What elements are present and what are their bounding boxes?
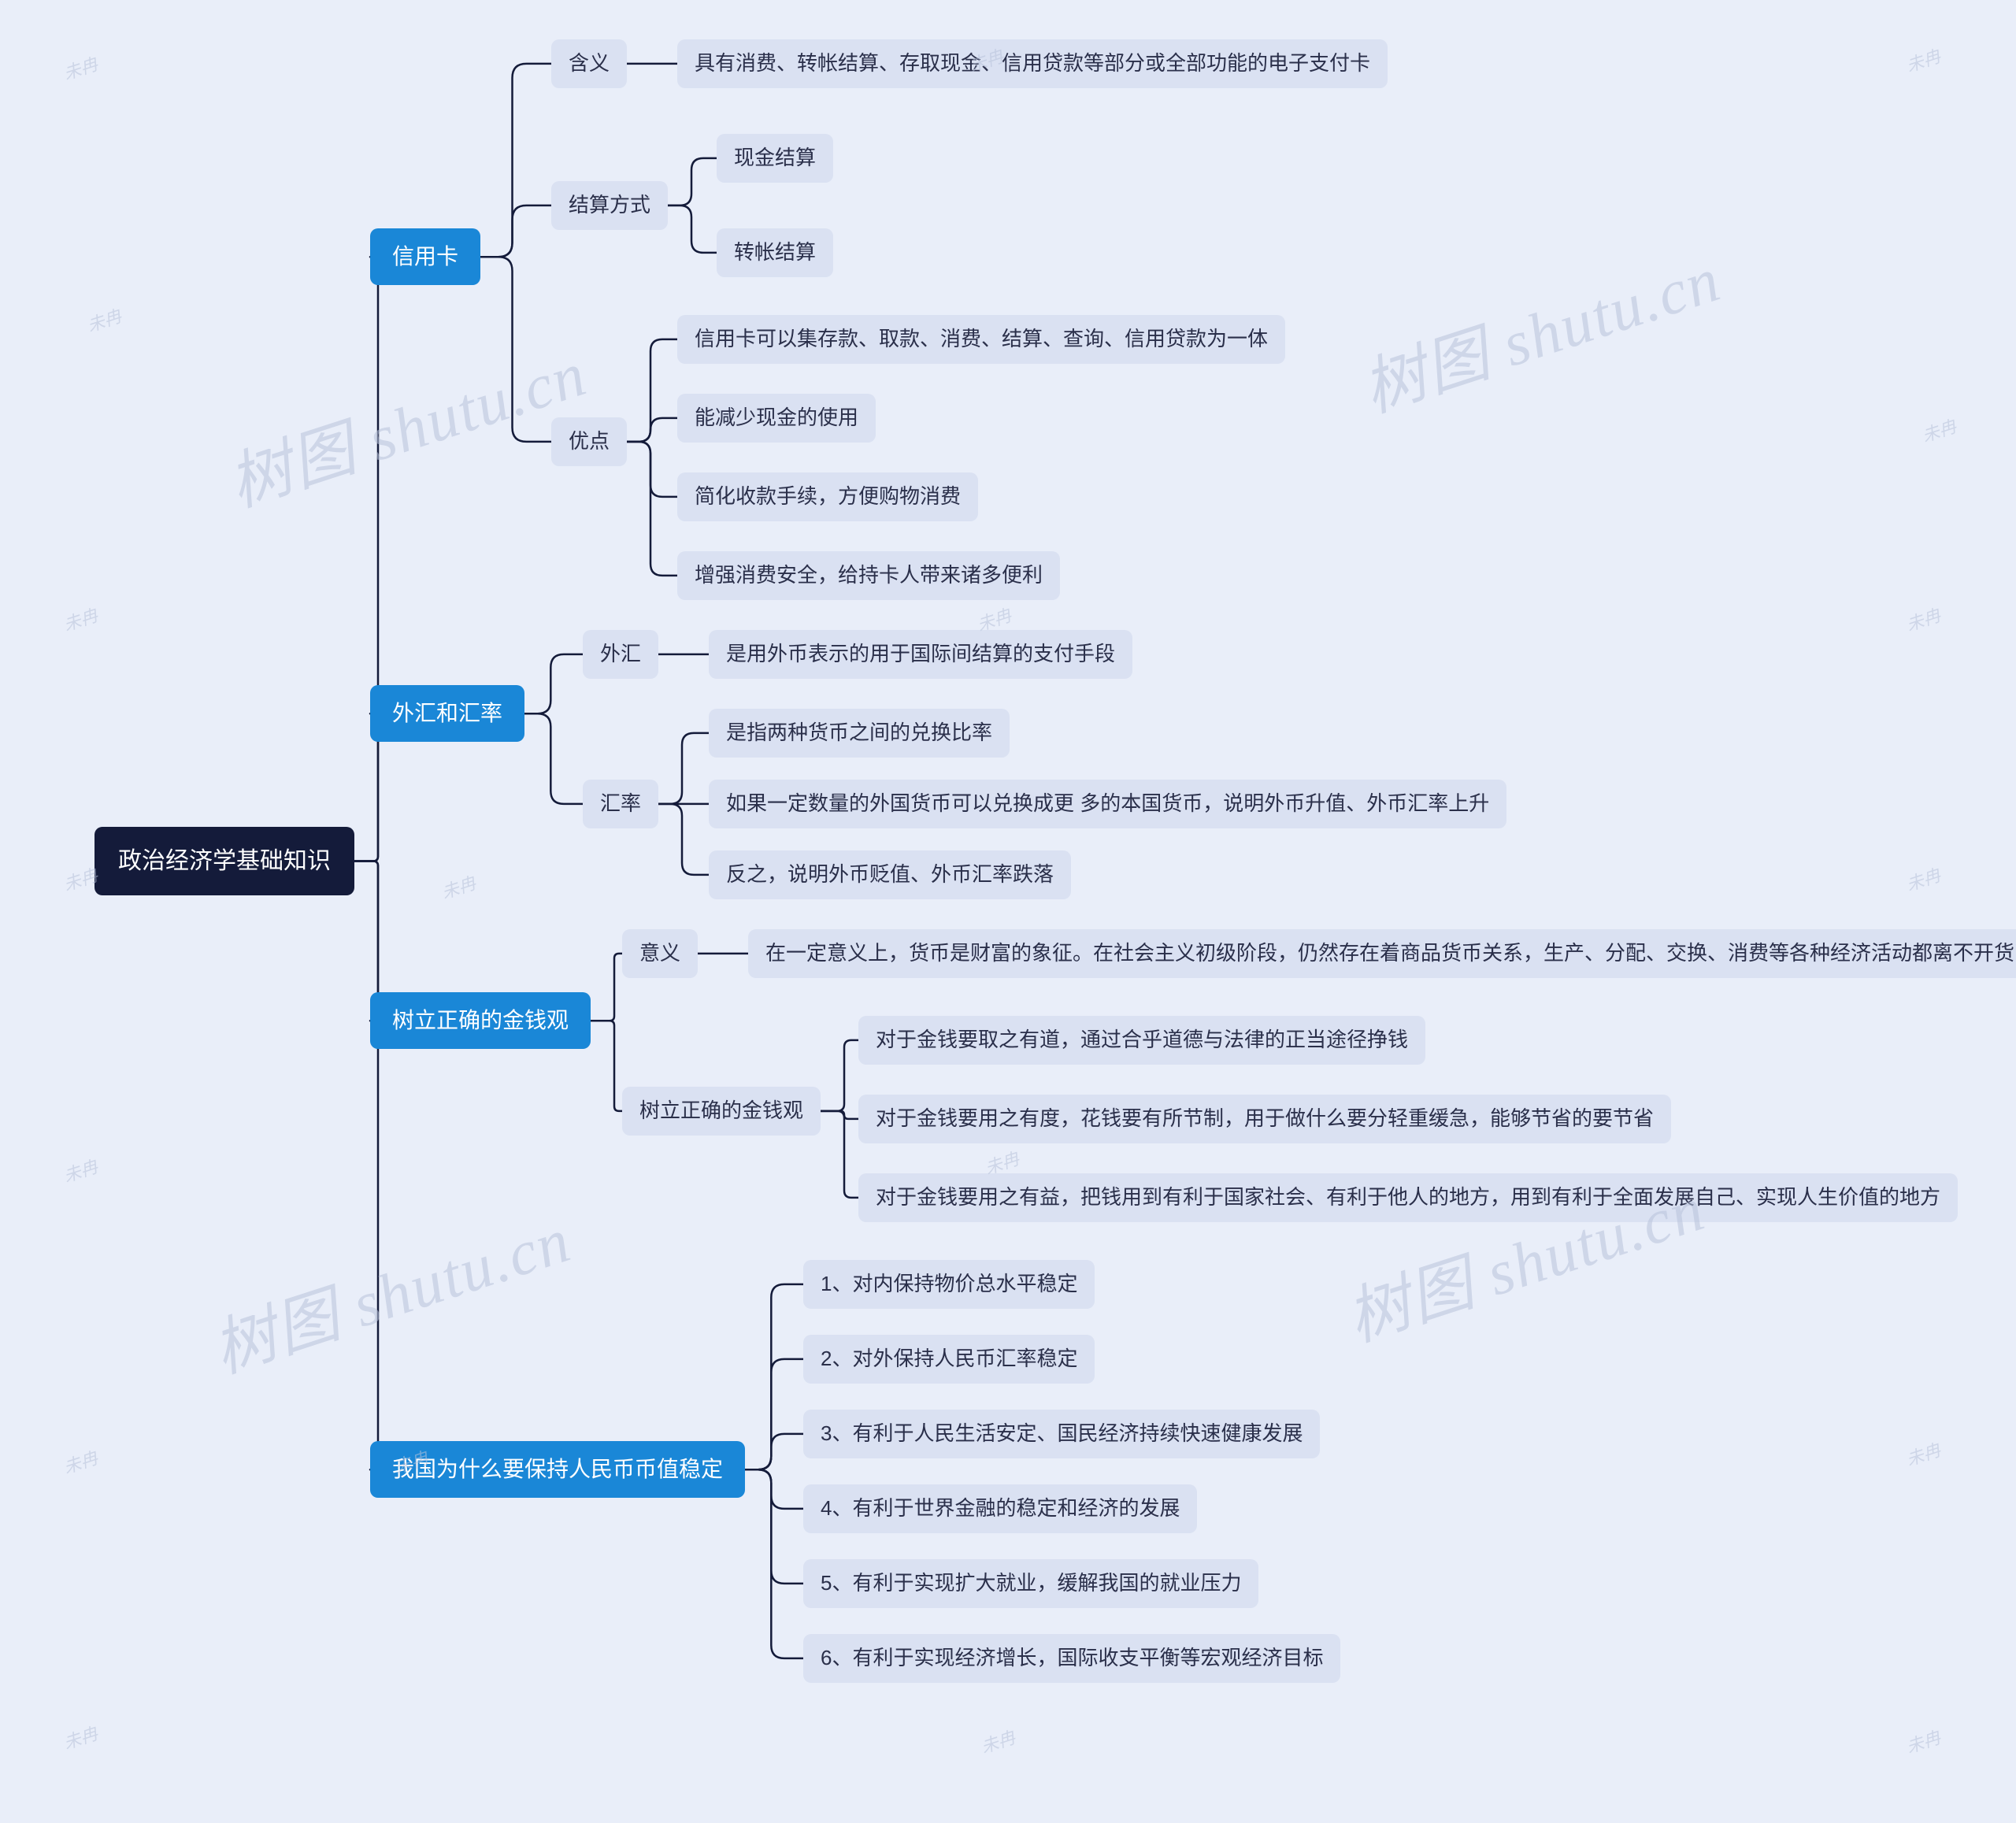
watermark-small: 未冉 bbox=[1903, 1724, 1944, 1758]
node-b4l5[interactable]: 5、有利于实现扩大就业，缓解我国的就业压力 bbox=[803, 1559, 1258, 1608]
watermark-small: 未冉 bbox=[1903, 1436, 1944, 1471]
node-b2m2l3[interactable]: 反之，说明外币贬值、外币汇率跌落 bbox=[709, 850, 1071, 899]
node-b3m2l3[interactable]: 对于金钱要用之有益，把钱用到有利于国家社会、有利于他人的地方，用到有利于全面发展… bbox=[858, 1173, 1958, 1222]
node-b3[interactable]: 树立正确的金钱观 bbox=[370, 992, 591, 1049]
watermark-large: 树图 shutu.cn bbox=[200, 1189, 581, 1391]
node-b1[interactable]: 信用卡 bbox=[370, 228, 480, 285]
node-b1m3l1[interactable]: 信用卡可以集存款、取款、消费、结算、查询、信用贷款为一体 bbox=[677, 315, 1285, 364]
node-b4l3[interactable]: 3、有利于人民生活安定、国民经济持续快速健康发展 bbox=[803, 1410, 1320, 1458]
node-b1m1l1[interactable]: 具有消费、转帐结算、存取现金、信用贷款等部分或全部功能的电子支付卡 bbox=[677, 39, 1388, 88]
watermark-small: 未冉 bbox=[1918, 413, 1959, 447]
node-b3m1l1[interactable]: 在一定意义上，货币是财富的象征。在社会主义初级阶段，仍然存在着商品货币关系，生产… bbox=[748, 929, 2016, 978]
node-b4l1[interactable]: 1、对内保持物价总水平稳定 bbox=[803, 1260, 1095, 1309]
watermark-small: 未冉 bbox=[60, 1153, 101, 1188]
node-b3m2[interactable]: 树立正确的金钱观 bbox=[622, 1087, 821, 1136]
node-b2m2l1[interactable]: 是指两种货币之间的兑换比率 bbox=[709, 709, 1010, 758]
watermark-small: 未冉 bbox=[60, 1444, 101, 1479]
node-b1m1[interactable]: 含义 bbox=[551, 39, 627, 88]
node-b3m2l2[interactable]: 对于金钱要用之有度，花钱要有所节制，用于做什么要分轻重缓急，能够节省的要节省 bbox=[858, 1095, 1671, 1143]
watermark-small: 未冉 bbox=[1903, 602, 1944, 636]
node-b1m2[interactable]: 结算方式 bbox=[551, 181, 668, 230]
node-b2m2[interactable]: 汇率 bbox=[583, 780, 658, 828]
node-b2m1[interactable]: 外汇 bbox=[583, 630, 658, 679]
node-b1m2l1[interactable]: 现金结算 bbox=[717, 134, 833, 183]
watermark-small: 未冉 bbox=[977, 1724, 1018, 1758]
node-b4l4[interactable]: 4、有利于世界金融的稳定和经济的发展 bbox=[803, 1484, 1197, 1533]
mindmap-canvas: 政治经济学基础知识 信用卡外汇和汇率树立正确的金钱观我国为什么要保持人民币币值稳定… bbox=[0, 0, 2016, 1823]
watermark-small: 未冉 bbox=[83, 302, 124, 337]
watermark-small: 未冉 bbox=[1903, 43, 1944, 77]
watermark-small: 未冉 bbox=[60, 602, 101, 636]
watermark-small: 未冉 bbox=[1903, 861, 1944, 896]
node-b3m2l1[interactable]: 对于金钱要取之有道，通过合乎道德与法律的正当途径挣钱 bbox=[858, 1016, 1425, 1065]
watermark-small: 未冉 bbox=[60, 50, 101, 85]
node-b1m3[interactable]: 优点 bbox=[551, 417, 627, 466]
node-b2m1l1[interactable]: 是用外币表示的用于国际间结算的支付手段 bbox=[709, 630, 1132, 679]
node-b2[interactable]: 外汇和汇率 bbox=[370, 685, 524, 742]
watermark-large: 树图 shutu.cn bbox=[216, 323, 597, 524]
node-b2m2l2[interactable]: 如果一定数量的外国货币可以兑换成更 多的本国货币，说明外币升值、外币汇率上升 bbox=[709, 780, 1506, 828]
node-b4[interactable]: 我国为什么要保持人民币币值稳定 bbox=[370, 1441, 745, 1498]
watermark-large: 树图 shutu.cn bbox=[1350, 228, 1731, 430]
node-b1m3l2[interactable]: 能减少现金的使用 bbox=[677, 394, 876, 443]
node-b1m2l2[interactable]: 转帐结算 bbox=[717, 228, 833, 277]
connector-layer bbox=[0, 0, 2016, 1823]
node-b4l6[interactable]: 6、有利于实现经济增长，国际收支平衡等宏观经济目标 bbox=[803, 1634, 1340, 1683]
watermark-small: 未冉 bbox=[60, 1720, 101, 1754]
node-b1m3l4[interactable]: 增强消费安全，给持卡人带来诸多便利 bbox=[677, 551, 1060, 600]
node-b3m1[interactable]: 意义 bbox=[622, 929, 698, 978]
node-b4l2[interactable]: 2、对外保持人民币汇率稳定 bbox=[803, 1335, 1095, 1384]
node-root[interactable]: 政治经济学基础知识 bbox=[94, 827, 354, 895]
watermark-small: 未冉 bbox=[438, 869, 479, 904]
node-b1m3l3[interactable]: 简化收款手续，方便购物消费 bbox=[677, 472, 978, 521]
